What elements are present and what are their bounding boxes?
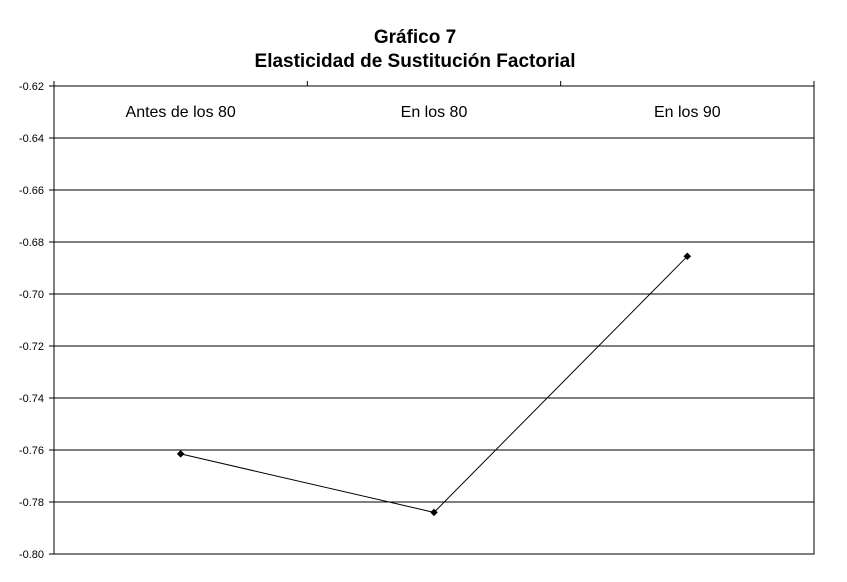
y-tick-label: -0.72 <box>19 341 44 353</box>
y-tick-label: -0.74 <box>19 393 44 405</box>
gridlines <box>54 85 814 555</box>
y-tick-label: -0.80 <box>19 549 44 561</box>
plot-area-border <box>53 85 815 555</box>
y-tick-label: -0.76 <box>19 445 44 457</box>
y-tick-label: -0.66 <box>19 185 44 197</box>
y-tick-label: -0.62 <box>19 81 44 93</box>
data-series <box>176 252 692 517</box>
x-category-label: En los 90 <box>654 104 721 121</box>
x-category-label: Antes de los 80 <box>126 104 236 121</box>
y-tick-label: -0.78 <box>19 497 44 509</box>
chart-title: Gráfico 7 <box>373 27 457 48</box>
series-line <box>180 255 688 513</box>
chart-subtitle: Elasticidad de Sustitución Factorial <box>254 51 576 72</box>
data-point-marker <box>176 450 185 458</box>
y-tick-label: -0.64 <box>19 133 44 145</box>
data-point-marker <box>683 252 692 261</box>
y-tick-label: -0.68 <box>19 237 44 249</box>
data-point-marker <box>430 508 438 517</box>
y-tick-label: -0.70 <box>19 289 44 301</box>
axes <box>49 81 815 555</box>
axis-labels: -0.62 -0.64 -0.66 -0.68 -0.70 -0.72 -0.74 -0.76… <box>19 81 721 561</box>
x-category-label: En los 80 <box>401 104 468 121</box>
